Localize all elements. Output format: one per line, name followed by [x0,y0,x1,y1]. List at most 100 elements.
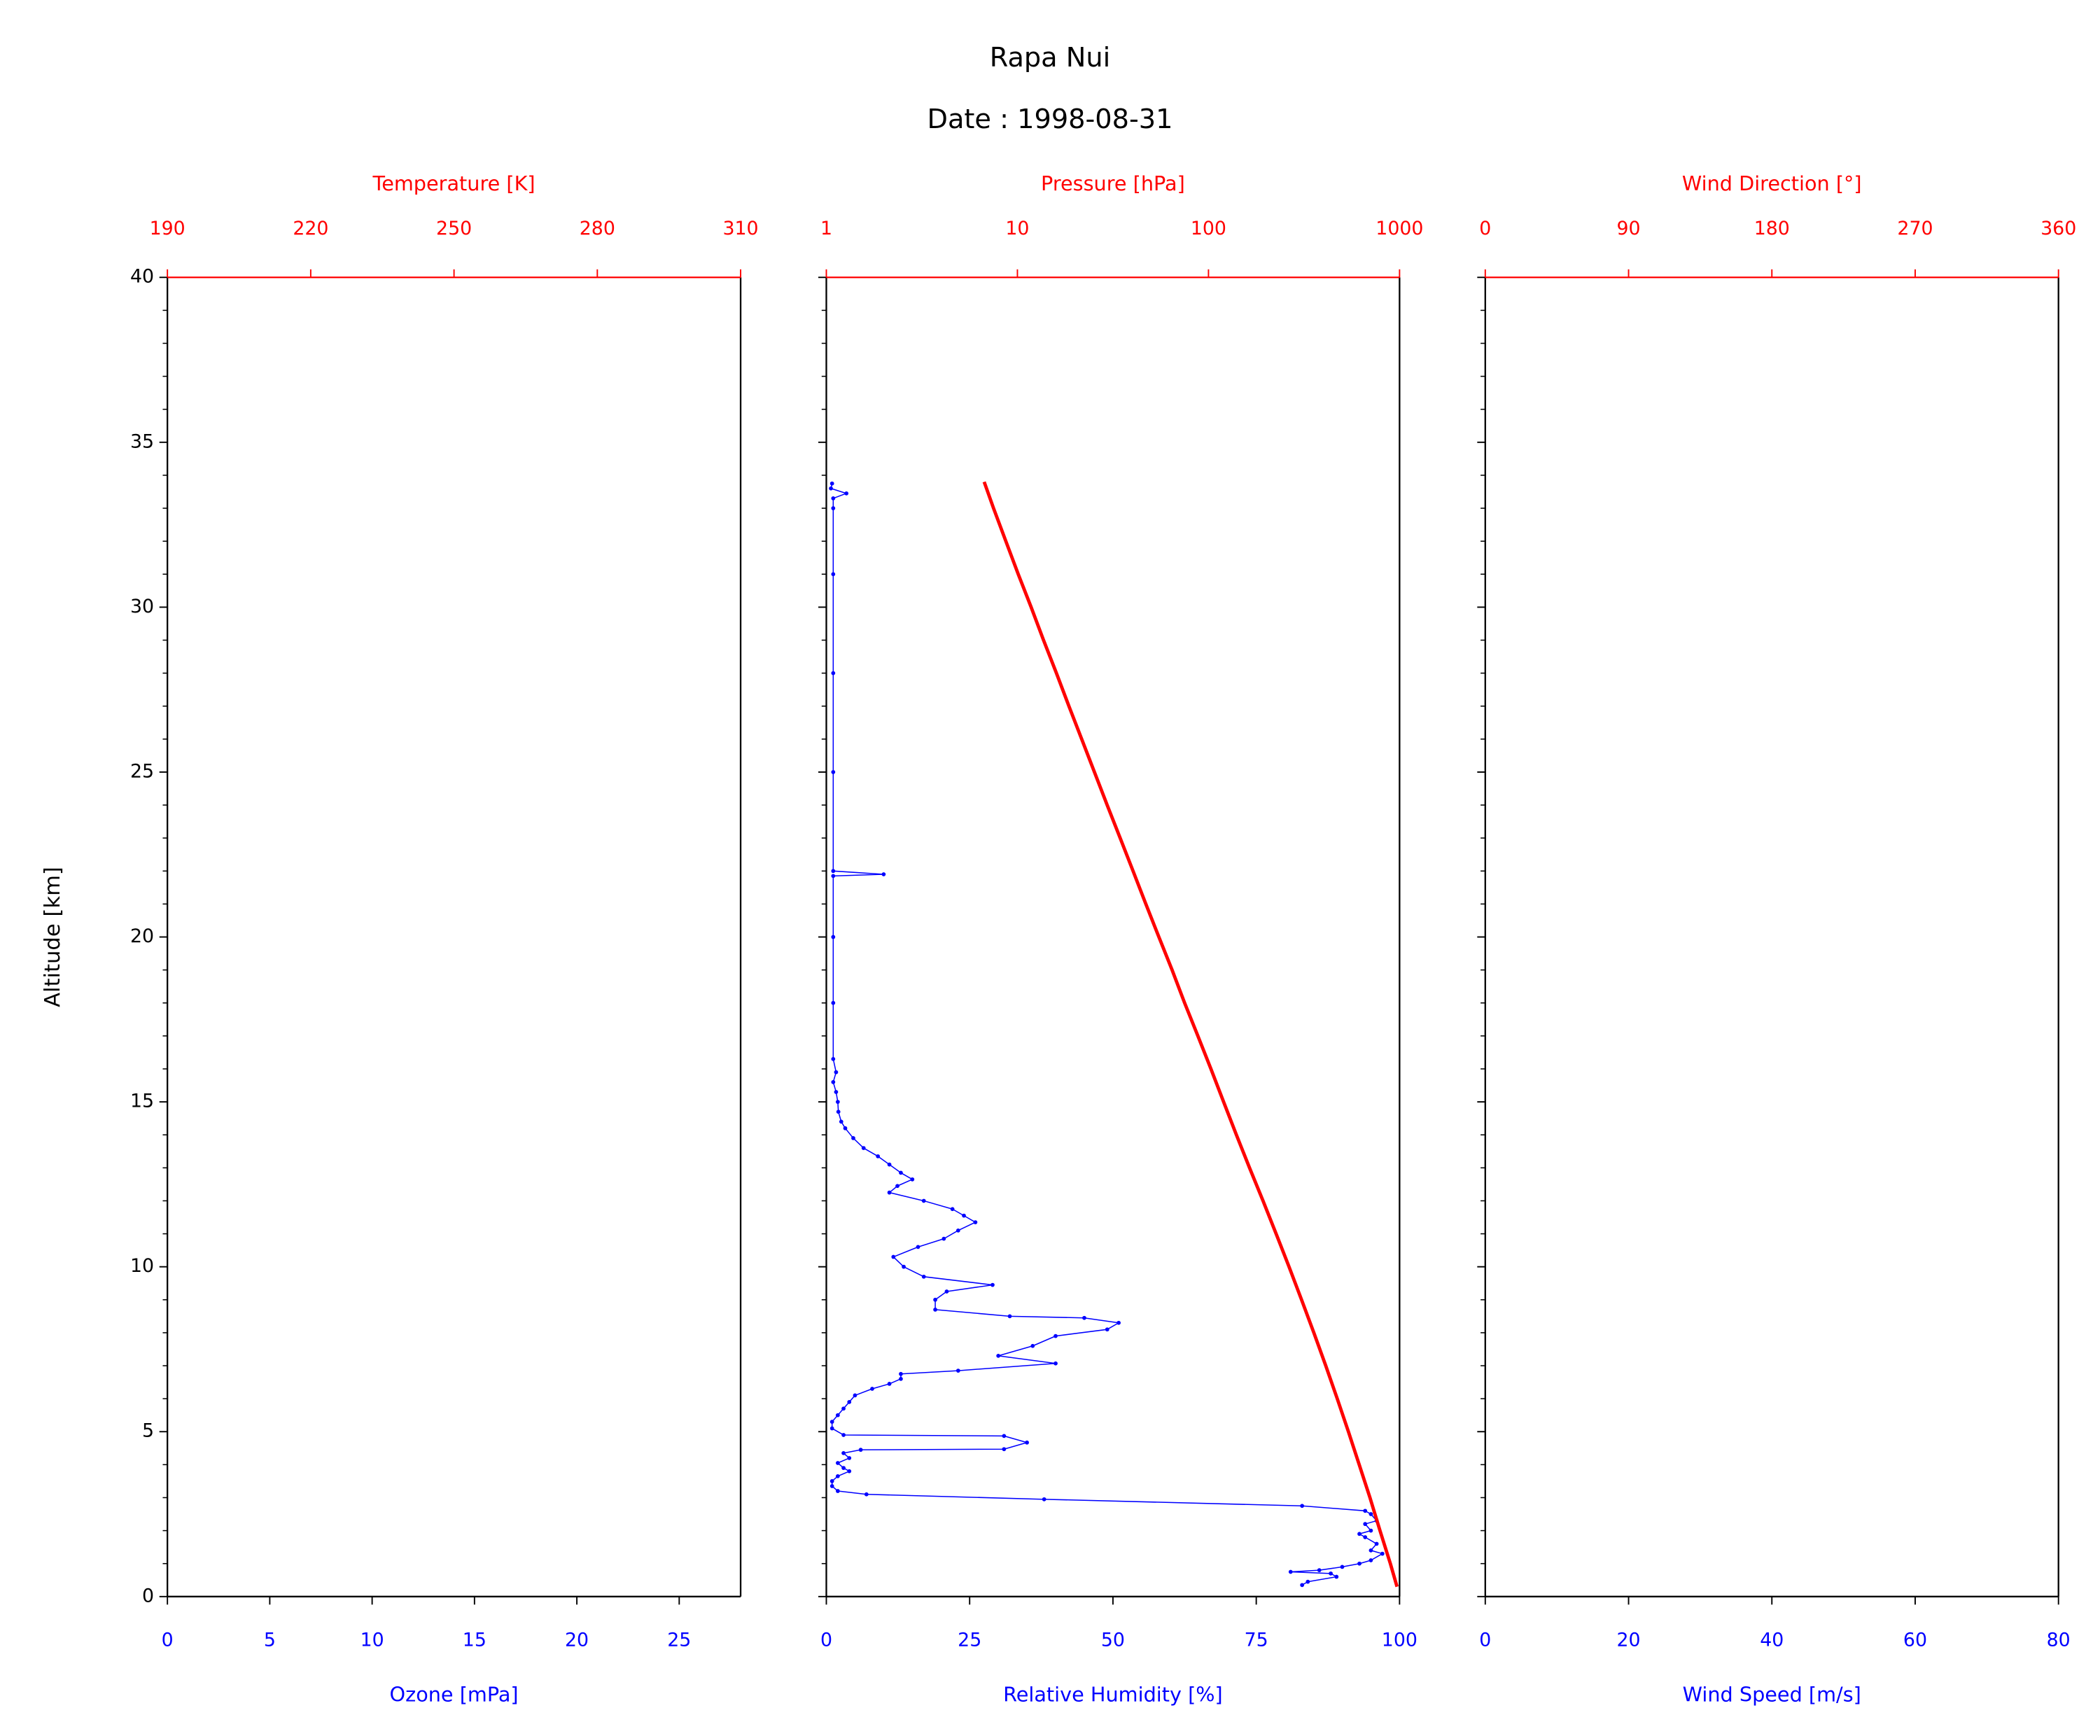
profile-point [1288,1569,1293,1574]
profile-point [831,869,836,874]
y-tick-label: 0 [142,1585,154,1606]
profile-point [996,1354,1001,1358]
x2-tick-label: 100 [1191,218,1226,239]
profile-point [1082,1315,1086,1320]
profile-point [841,1406,846,1411]
profile-point [887,1162,892,1167]
profile-point [831,770,836,774]
x-axis-label: Ozone [mPa] [390,1682,519,1706]
profile-point [899,1170,903,1175]
x-tick-label: 25 [958,1629,981,1651]
profile-point [902,1264,906,1269]
profile-point [955,1228,960,1233]
profile-point [933,1297,937,1302]
profile-point [1042,1497,1046,1502]
profile-point [864,1492,869,1497]
x-axis-label: Relative Humidity [%] [1003,1682,1223,1706]
profile-point [962,1213,966,1218]
profile-point [1317,1568,1322,1572]
profile-point [835,1100,840,1104]
profile-point [891,1254,896,1259]
x2-tick-label: 280 [580,218,615,239]
x2-tick-label: 90 [1616,218,1640,239]
profile-point [1368,1528,1373,1533]
profile-point [973,1220,978,1224]
profile-point [829,486,833,491]
profile-point [1363,1522,1368,1527]
profile-point [1363,1508,1368,1513]
x2-axis-label: Wind Direction [°] [1682,172,1862,195]
x-tick-label: 5 [264,1629,276,1651]
profile-point [887,1382,892,1386]
profile-point [831,572,836,577]
profile-point [876,1154,881,1158]
x2-tick-label: 1000 [1376,218,1423,239]
profile-point [1116,1320,1121,1325]
profile-point [944,1289,949,1294]
profile-point [1306,1579,1310,1584]
y-tick-label: 40 [130,266,154,288]
x-tick-label: 0 [162,1629,174,1651]
profile-point [830,1420,834,1424]
profile-point [1030,1343,1035,1348]
x-tick-label: 25 [667,1629,691,1651]
x-tick-label: 80 [2047,1629,2071,1651]
y-tick-label: 10 [130,1255,154,1277]
profile-point [950,1207,955,1212]
profile-point [831,671,836,676]
x-tick-label: 75 [1245,1629,1268,1651]
profile-point [1300,1504,1305,1508]
profile-point [933,1308,937,1312]
x-tick-label: 100 [1382,1629,1418,1651]
profile-point [834,1070,839,1074]
profile-point [921,1198,926,1203]
x-axis-label: Wind Speed [m/s] [1683,1682,1861,1706]
x2-tick-label: 10 [1005,218,1029,239]
profile-point [839,1119,844,1124]
chart-subtitle: Date : 1998-08-31 [927,104,1173,135]
profile-point [1368,1558,1373,1562]
profile-point [830,1426,834,1431]
y-tick-label: 5 [142,1420,154,1442]
profile-point [887,1190,892,1195]
profile-point [831,874,836,878]
profile-point [1363,1535,1368,1539]
x2-tick-label: 220 [293,218,328,239]
profile-point [1002,1434,1007,1438]
profile-point [921,1274,926,1279]
profile-point [895,1184,899,1189]
profile-point [1329,1571,1333,1576]
profile-point [899,1371,903,1376]
x2-tick-label: 180 [1754,218,1790,239]
profile-point [1334,1574,1339,1579]
profile-point [1357,1561,1362,1566]
profile-point [847,1399,852,1404]
x-tick-label: 15 [463,1629,486,1651]
profile-point [835,1489,840,1493]
y-tick-label: 25 [130,760,154,782]
x2-tick-label: 250 [436,218,472,239]
x-tick-label: 0 [1479,1629,1491,1651]
profile-point [1374,1541,1379,1546]
profile-point [1340,1564,1345,1569]
profile-point [916,1245,920,1250]
profile-point [830,481,834,486]
x2-tick-label: 0 [1479,218,1491,239]
y-tick-label: 20 [130,925,154,947]
x-tick-label: 60 [1903,1629,1927,1651]
x-tick-label: 20 [1616,1629,1640,1651]
profile-point [990,1282,995,1287]
x-tick-label: 50 [1101,1629,1125,1651]
profile-point [835,1474,840,1478]
profile-point [1007,1314,1012,1319]
profile-point [941,1236,946,1241]
profile-point [831,496,836,500]
profile-point [844,491,849,496]
x-tick-label: 10 [360,1629,384,1651]
profile-point [847,1469,852,1474]
profile-point [1300,1583,1305,1588]
profile-point [841,1466,846,1470]
profile-point [858,1448,863,1452]
profile-point [847,1456,852,1460]
